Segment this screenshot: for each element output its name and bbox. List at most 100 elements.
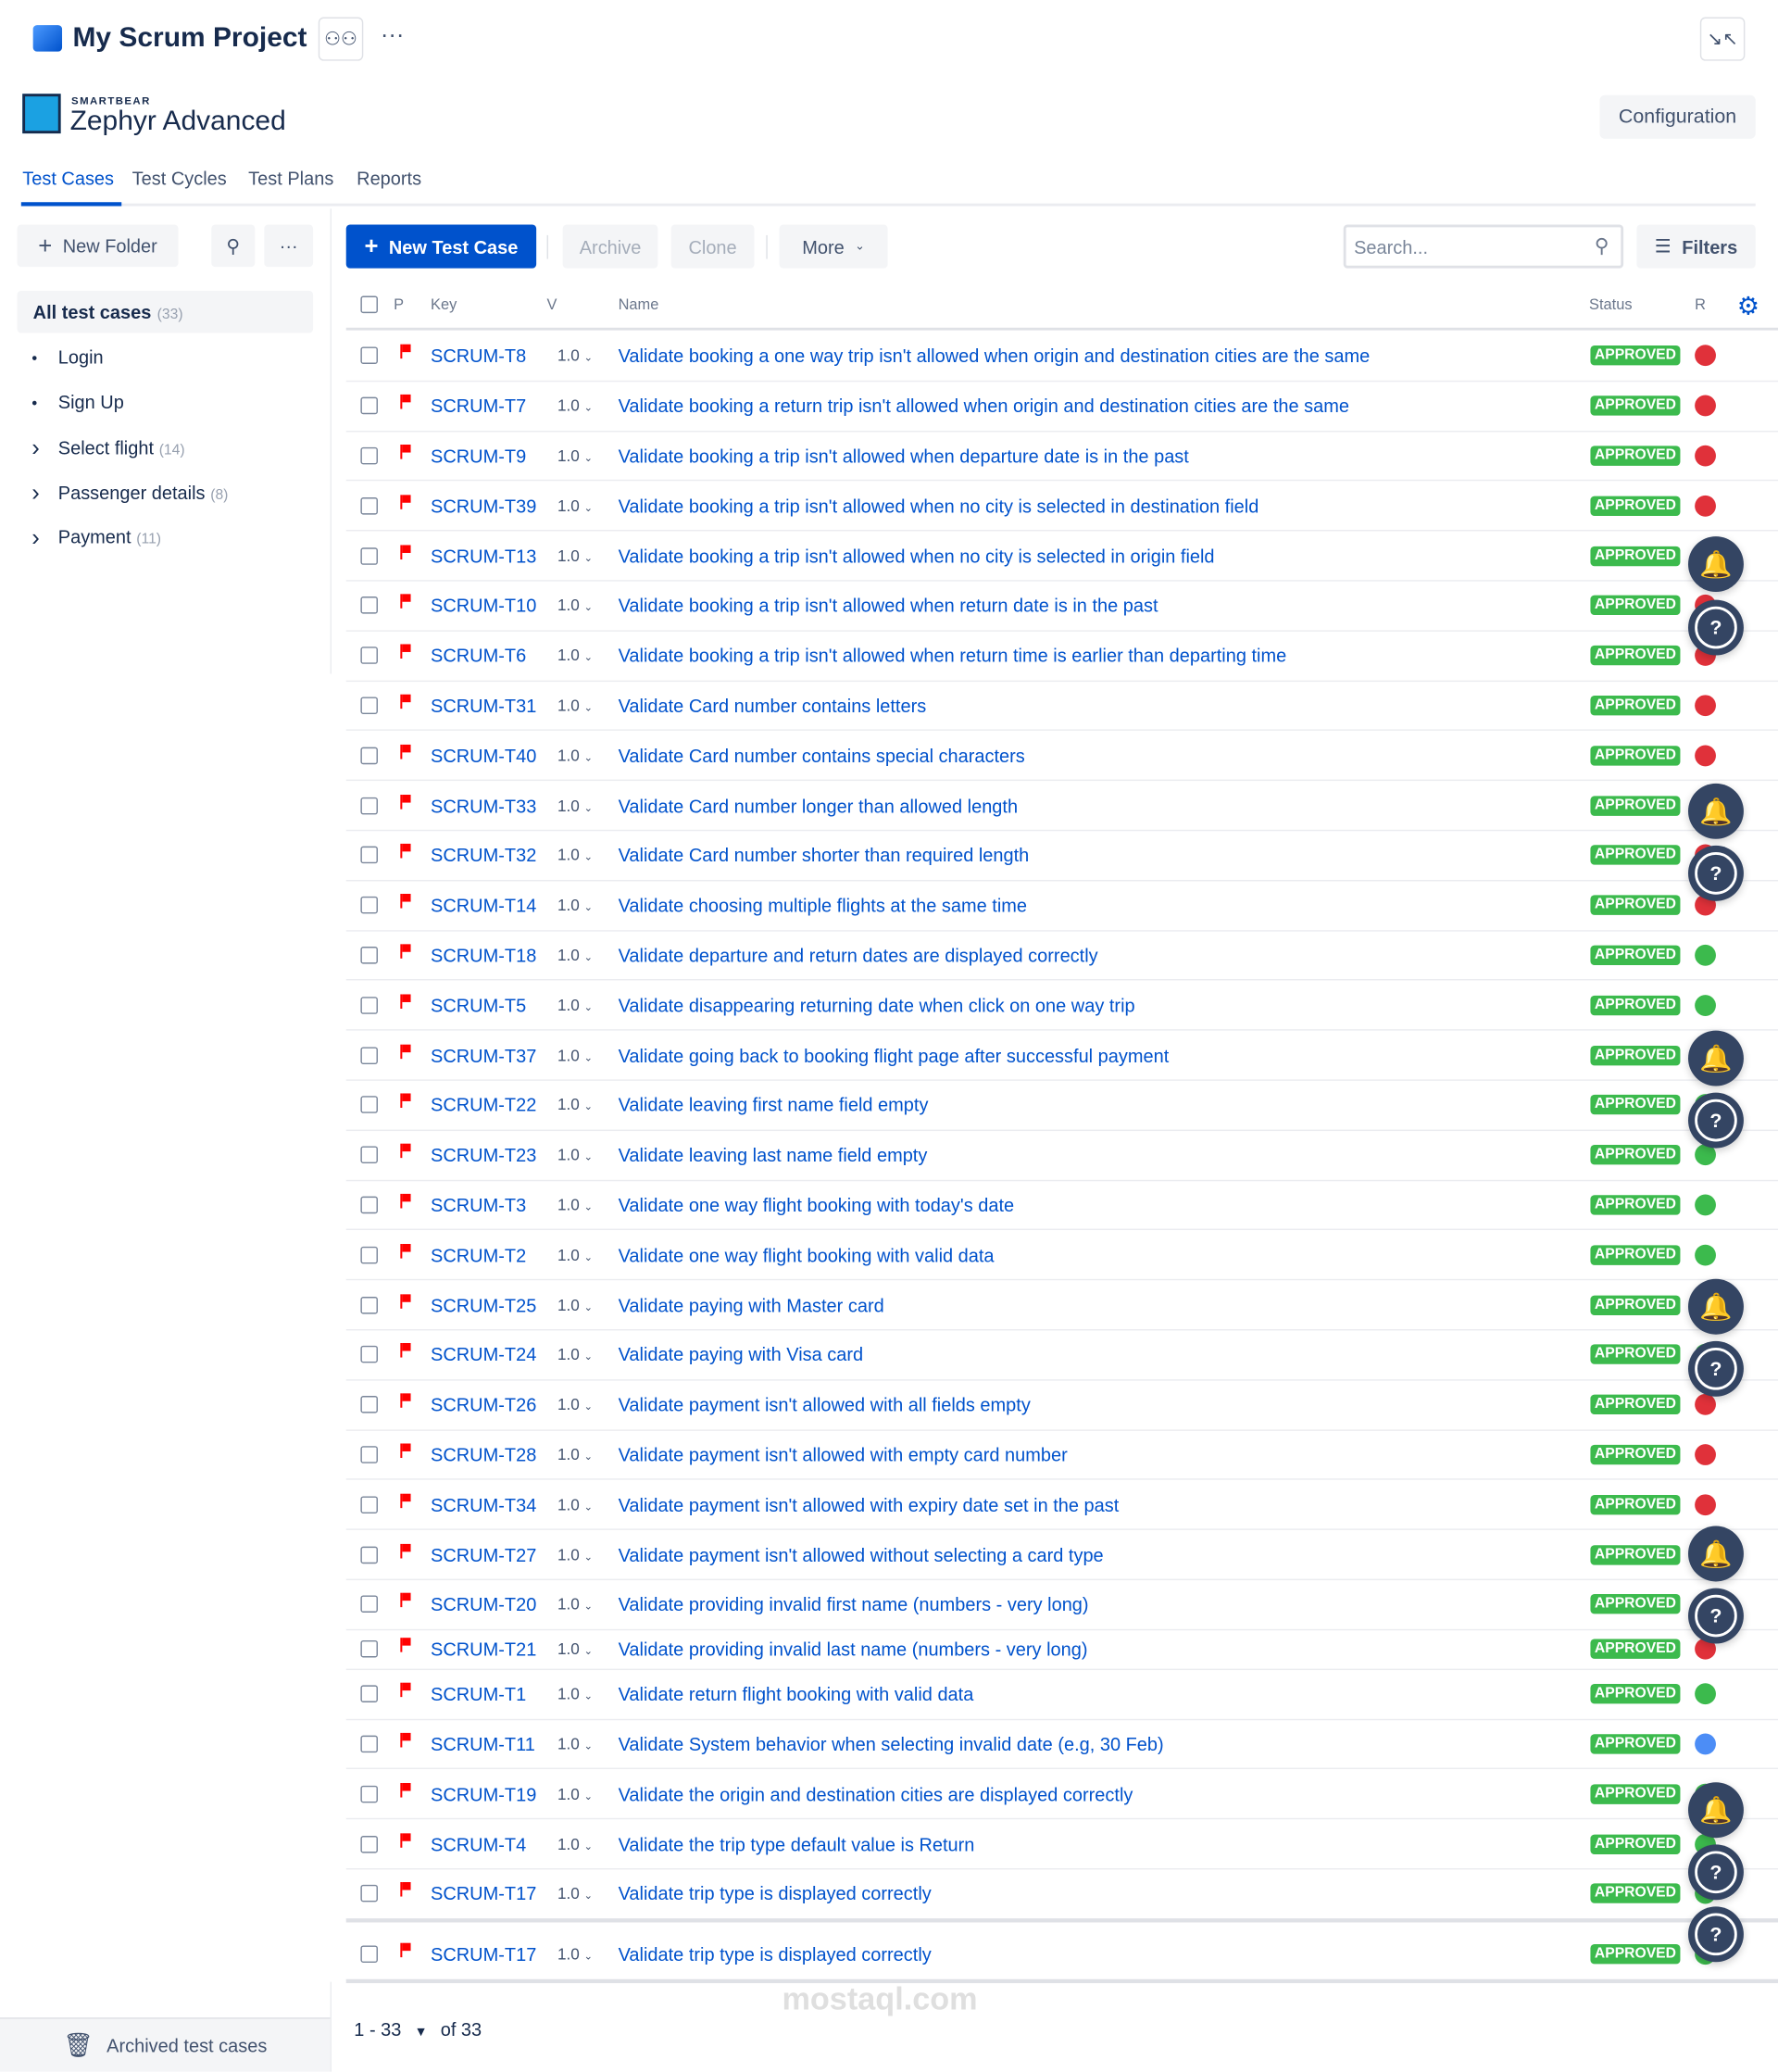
execution-result-dot[interactable] bbox=[1695, 994, 1716, 1016]
table-row[interactable]: SCRUM-T13 1.0 ⌄ Validate booking a trip … bbox=[345, 532, 1778, 582]
execution-result-dot[interactable] bbox=[1695, 1144, 1716, 1166]
table-row[interactable]: SCRUM-T40 1.0 ⌄ Validate Card number con… bbox=[345, 731, 1778, 782]
minimize-icon[interactable]: ↘↖ bbox=[1699, 17, 1746, 61]
table-row[interactable]: SCRUM-T28 1.0 ⌄ Validate payment isn't a… bbox=[345, 1430, 1778, 1481]
filters-button[interactable]: ☰ Filters bbox=[1636, 224, 1756, 269]
test-case-key[interactable]: SCRUM-T6 bbox=[431, 645, 527, 667]
row-checkbox[interactable] bbox=[360, 1296, 378, 1314]
test-case-key[interactable]: SCRUM-T14 bbox=[431, 894, 537, 916]
table-row[interactable]: SCRUM-T9 1.0 ⌄ Validate booking a trip i… bbox=[345, 432, 1778, 482]
table-row[interactable]: SCRUM-T21 1.0 ⌄ Validate providing inval… bbox=[345, 1630, 1778, 1670]
version-dropdown[interactable]: 1.0 ⌄ bbox=[557, 846, 593, 864]
row-checkbox[interactable] bbox=[360, 1685, 378, 1703]
row-checkbox[interactable] bbox=[360, 1785, 378, 1803]
test-case-name[interactable]: Validate leaving last name field empty bbox=[618, 1144, 928, 1166]
row-checkbox[interactable] bbox=[360, 446, 378, 465]
row-checkbox[interactable] bbox=[360, 1146, 378, 1164]
test-case-key[interactable]: SCRUM-T39 bbox=[431, 495, 537, 517]
version-dropdown[interactable]: 1.0 ⌄ bbox=[557, 1396, 593, 1414]
table-row[interactable]: SCRUM-T25 1.0 ⌄ Validate paying with Mas… bbox=[345, 1280, 1778, 1331]
test-case-key[interactable]: SCRUM-T31 bbox=[431, 695, 537, 717]
table-row[interactable]: SCRUM-T19 1.0 ⌄ Validate the origin and … bbox=[345, 1770, 1778, 1820]
version-dropdown[interactable]: 1.0 ⌄ bbox=[557, 1495, 593, 1513]
test-case-key[interactable]: SCRUM-T24 bbox=[431, 1344, 537, 1366]
bullet-icon[interactable]: • bbox=[31, 348, 38, 368]
version-dropdown[interactable]: 1.0 ⌄ bbox=[557, 1835, 593, 1853]
version-dropdown[interactable]: 1.0 ⌄ bbox=[557, 747, 593, 765]
version-dropdown[interactable]: 1.0 ⌄ bbox=[557, 1146, 593, 1164]
row-checkbox[interactable] bbox=[360, 797, 378, 814]
test-case-name[interactable]: Validate one way flight booking with val… bbox=[618, 1244, 995, 1266]
version-dropdown[interactable]: 1.0 ⌄ bbox=[557, 996, 593, 1014]
test-case-key[interactable]: SCRUM-T5 bbox=[431, 994, 527, 1016]
archive-button[interactable]: Archive bbox=[562, 224, 658, 269]
test-case-name[interactable]: Validate booking a trip isn't allowed wh… bbox=[618, 595, 1158, 617]
execution-result-dot[interactable] bbox=[1695, 1394, 1716, 1415]
row-checkbox[interactable] bbox=[360, 697, 378, 714]
execution-result-dot[interactable] bbox=[1695, 445, 1716, 467]
test-case-name[interactable]: Validate booking a trip isn't allowed wh… bbox=[618, 545, 1215, 567]
row-checkbox[interactable] bbox=[360, 596, 378, 615]
more-options-icon[interactable]: ··· bbox=[380, 20, 405, 48]
test-case-key[interactable]: SCRUM-T27 bbox=[431, 1543, 537, 1565]
row-checkbox[interactable] bbox=[360, 947, 378, 964]
test-case-key[interactable]: SCRUM-T3 bbox=[431, 1194, 527, 1216]
table-row[interactable]: SCRUM-T31 1.0 ⌄ Validate Card number con… bbox=[345, 681, 1778, 732]
row-checkbox[interactable] bbox=[360, 1046, 378, 1064]
table-row[interactable]: SCRUM-T27 1.0 ⌄ Validate payment isn't a… bbox=[345, 1530, 1778, 1581]
row-checkbox[interactable] bbox=[360, 1346, 378, 1363]
test-case-name[interactable]: Validate providing invalid first name (n… bbox=[618, 1593, 1089, 1615]
table-row[interactable]: SCRUM-T34 1.0 ⌄ Validate payment isn't a… bbox=[345, 1480, 1778, 1531]
notifications-bell-icon[interactable]: 🔔 bbox=[1688, 536, 1744, 593]
test-case-name[interactable]: Validate trip type is displayed correctl… bbox=[618, 1943, 932, 1965]
test-case-key[interactable]: SCRUM-T19 bbox=[431, 1783, 537, 1805]
tab-test-cycles[interactable]: Test Cycles bbox=[131, 168, 227, 189]
version-dropdown[interactable]: 1.0 ⌄ bbox=[557, 697, 593, 715]
test-case-name[interactable]: Validate booking a trip isn't allowed wh… bbox=[618, 495, 1259, 517]
test-case-key[interactable]: SCRUM-T8 bbox=[431, 345, 527, 367]
help-question-icon[interactable]: ? bbox=[1688, 1844, 1744, 1901]
test-case-name[interactable]: Validate Card number longer than allowed… bbox=[618, 795, 1019, 816]
help-question-icon[interactable]: ? bbox=[1688, 1340, 1744, 1397]
test-case-name[interactable]: Validate payment isn't allowed with empt… bbox=[618, 1444, 1068, 1465]
row-checkbox[interactable] bbox=[360, 1446, 378, 1463]
execution-result-dot[interactable] bbox=[1695, 1444, 1716, 1465]
table-row[interactable]: SCRUM-T3 1.0 ⌄ Validate one way flight b… bbox=[345, 1181, 1778, 1231]
table-row[interactable]: SCRUM-T32 1.0 ⌄ Validate Card number sho… bbox=[345, 831, 1778, 882]
version-dropdown[interactable]: 1.0 ⌄ bbox=[557, 1735, 593, 1753]
help-question-icon[interactable]: ? bbox=[1688, 845, 1744, 901]
version-dropdown[interactable]: 1.0 ⌄ bbox=[557, 896, 593, 914]
help-question-icon[interactable]: ? bbox=[1688, 1588, 1744, 1644]
execution-result-dot[interactable] bbox=[1695, 345, 1716, 367]
version-dropdown[interactable]: 1.0 ⌄ bbox=[557, 1446, 593, 1464]
archived-test-cases-button[interactable]: 🗑 Archived test cases bbox=[0, 2017, 331, 2072]
tab-test-plans[interactable]: Test Plans bbox=[248, 168, 334, 189]
version-dropdown[interactable]: 1.0 ⌄ bbox=[557, 946, 593, 964]
column-status[interactable]: Status bbox=[1589, 296, 1633, 314]
version-dropdown[interactable]: 1.0 ⌄ bbox=[557, 596, 593, 615]
version-dropdown[interactable]: 1.0 ⌄ bbox=[557, 396, 593, 415]
version-dropdown[interactable]: 1.0 ⌄ bbox=[557, 797, 593, 815]
table-row[interactable]: SCRUM-T17 1.0 ⌄ Validate trip type is di… bbox=[345, 1869, 1778, 1920]
test-case-name[interactable]: Validate booking a trip isn't allowed wh… bbox=[618, 645, 1287, 667]
table-row[interactable]: SCRUM-T33 1.0 ⌄ Validate Card number lon… bbox=[345, 781, 1778, 832]
row-checkbox[interactable] bbox=[360, 1096, 378, 1114]
test-case-key[interactable]: SCRUM-T23 bbox=[431, 1144, 537, 1166]
row-checkbox[interactable] bbox=[360, 347, 378, 365]
version-dropdown[interactable]: 1.0 ⌄ bbox=[557, 1296, 593, 1314]
chevron-right-icon[interactable]: › bbox=[31, 479, 40, 507]
table-row[interactable]: SCRUM-T6 1.0 ⌄ Validate booking a trip i… bbox=[345, 632, 1778, 682]
new-folder-button[interactable]: + New Folder bbox=[17, 224, 179, 268]
test-case-key[interactable]: SCRUM-T21 bbox=[431, 1639, 537, 1661]
version-dropdown[interactable]: 1.0 ⌄ bbox=[557, 1046, 593, 1064]
test-case-name[interactable]: Validate System behavior when selecting … bbox=[618, 1733, 1164, 1755]
test-case-name[interactable]: Validate Card number shorter than requir… bbox=[618, 845, 1030, 866]
test-case-key[interactable]: SCRUM-T18 bbox=[431, 944, 537, 966]
test-case-name[interactable]: Validate trip type is displayed correctl… bbox=[618, 1883, 932, 1905]
folder-all-test-cases[interactable]: All test cases (33) bbox=[17, 290, 314, 333]
test-case-key[interactable]: SCRUM-T13 bbox=[431, 545, 537, 567]
search-input[interactable]: Search... bbox=[1343, 224, 1624, 269]
table-row[interactable]: SCRUM-T23 1.0 ⌄ Validate leaving last na… bbox=[345, 1131, 1778, 1181]
test-case-name[interactable]: Validate choosing multiple flights at th… bbox=[618, 894, 1028, 916]
version-dropdown[interactable]: 1.0 ⌄ bbox=[557, 1545, 593, 1563]
